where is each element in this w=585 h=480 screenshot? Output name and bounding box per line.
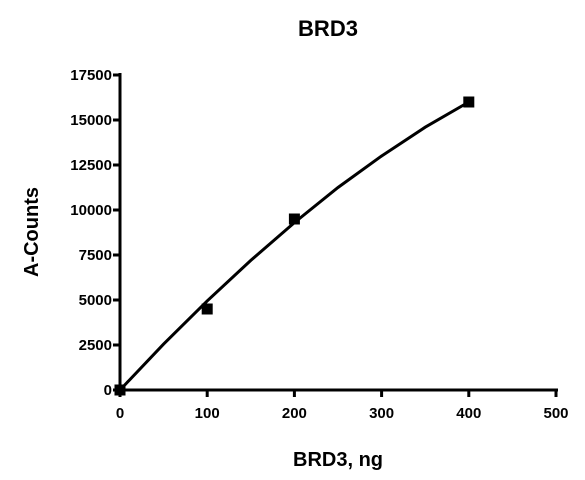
x-tick-label: 200 (282, 405, 307, 422)
y-tick-label: 12500 (70, 157, 112, 174)
chart-title: BRD3 (298, 16, 358, 41)
y-axis-label: A-Counts (21, 187, 43, 277)
y-tick-label: 2500 (79, 337, 112, 354)
y-tick-label: 5000 (79, 292, 112, 309)
data-point (288, 213, 300, 225)
y-tick-label: 7500 (79, 247, 112, 264)
x-tick-label: 100 (195, 405, 220, 422)
y-tick-label: 0 (104, 382, 112, 399)
y-tick-label: 15000 (70, 112, 112, 129)
x-tick-label: 0 (116, 405, 124, 422)
y-tick-label: 10000 (70, 202, 112, 219)
x-tick-label: 300 (369, 405, 394, 422)
x-tick-label: 500 (543, 405, 568, 422)
data-point (201, 303, 213, 315)
x-tick-label: 400 (456, 405, 481, 422)
x-axis-label: BRD3, ng (293, 449, 383, 471)
y-tick-label: 17500 (70, 67, 112, 84)
fit-curve (118, 100, 470, 392)
